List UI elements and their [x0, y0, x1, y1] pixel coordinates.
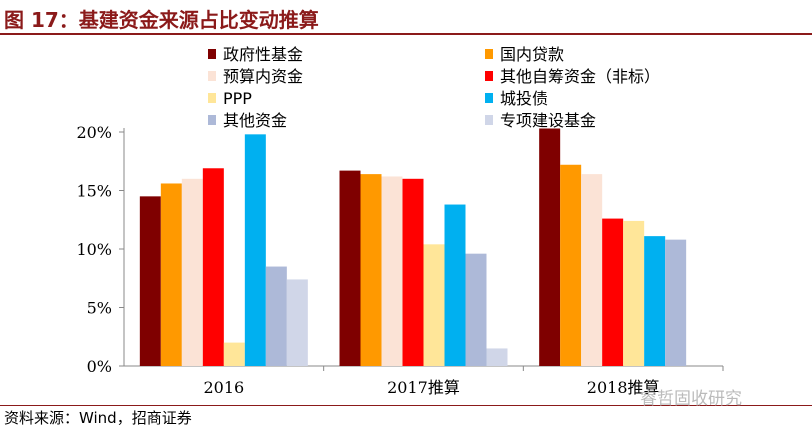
legend-label: 其他资金 — [223, 111, 287, 130]
bar-2-0 — [181, 178, 203, 366]
y-tick-label: 20% — [76, 123, 112, 142]
legend-swatch — [208, 49, 216, 59]
bar-0-0 — [139, 196, 161, 366]
bar-6-2 — [665, 239, 687, 366]
legend-swatch — [485, 49, 493, 59]
bar-1-0 — [160, 183, 182, 366]
legend-swatch — [208, 71, 216, 81]
source-note: 资料来源：Wind，招商证券 — [4, 409, 192, 427]
bar-7-1 — [486, 348, 508, 366]
legend-swatch — [485, 71, 493, 81]
y-tick-label: 10% — [76, 240, 112, 259]
bar-0-1 — [339, 170, 361, 366]
legend-swatch — [485, 115, 493, 125]
y-tick-label: 15% — [76, 182, 112, 201]
bar-4-2 — [623, 220, 645, 366]
footer-rule — [0, 405, 812, 406]
bar-3-0 — [202, 168, 224, 366]
x-tick-label: 2018推算 — [587, 378, 660, 397]
legend-label: 其他自筹资金（非标） — [500, 67, 660, 86]
bar-5-0 — [244, 134, 266, 366]
bar-4-0 — [223, 342, 245, 366]
bar-0-2 — [539, 128, 561, 366]
bar-4-1 — [423, 244, 445, 366]
legend-label: 预算内资金 — [223, 67, 303, 86]
bar-6-0 — [265, 266, 287, 366]
bar-6-1 — [465, 253, 487, 366]
legend-label: 专项建设基金 — [500, 111, 596, 130]
bar-1-1 — [360, 174, 382, 366]
bar-7-0 — [286, 279, 308, 366]
legend-label: PPP — [223, 89, 252, 108]
bar-5-1 — [444, 204, 466, 366]
bar-3-2 — [602, 218, 624, 366]
bar-3-1 — [402, 178, 424, 366]
bar-5-2 — [644, 236, 666, 366]
figure-title: 图 17：基建资金来源占比变动推算 — [4, 8, 319, 32]
y-tick-label: 5% — [87, 299, 112, 318]
legend-swatch — [485, 93, 493, 103]
legend-swatch — [208, 115, 216, 125]
x-tick-label: 2016 — [203, 378, 244, 397]
y-tick-label: 0% — [87, 357, 112, 376]
x-tick-label: 2017推算 — [387, 378, 460, 397]
legend-label: 国内贷款 — [500, 45, 564, 64]
bar-2-2 — [581, 174, 603, 366]
title-rule — [0, 33, 812, 35]
legend-label: 政府性基金 — [223, 45, 303, 64]
bar-1-2 — [560, 164, 582, 366]
legend-label: 城投债 — [500, 89, 548, 108]
bar-2-1 — [381, 176, 403, 366]
legend-swatch — [208, 93, 216, 103]
watermark: 睿哲固收研究 — [640, 389, 742, 409]
